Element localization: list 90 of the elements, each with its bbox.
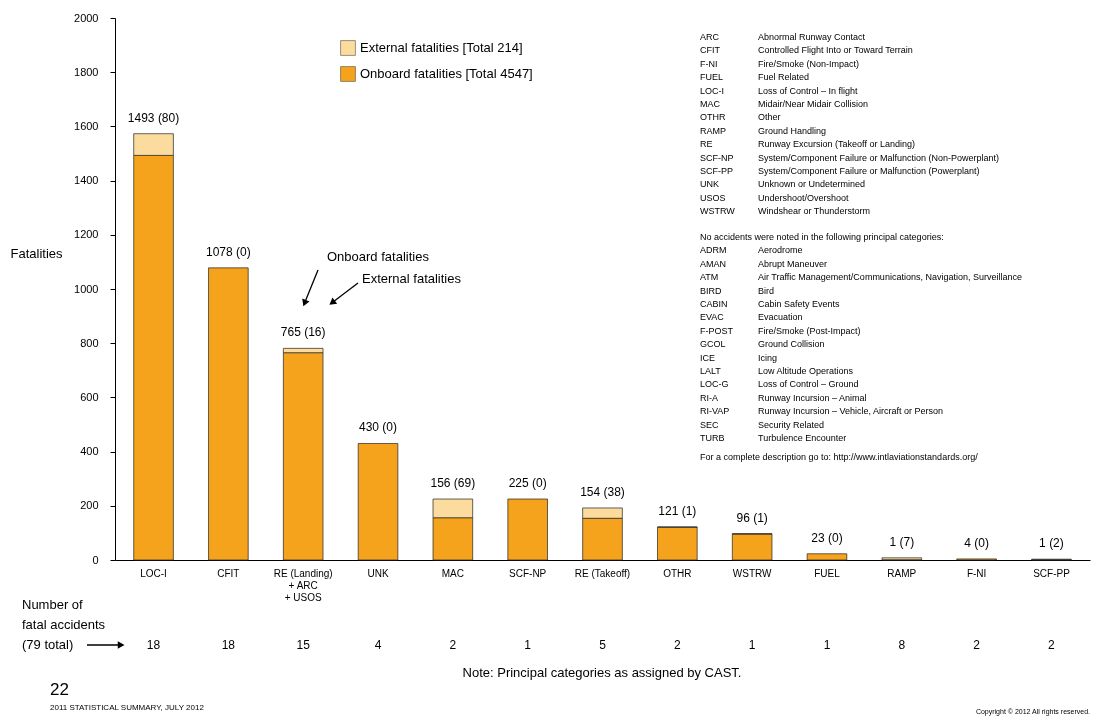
total-label: 430 (0): [359, 420, 398, 435]
text: 18: [146, 638, 161, 652]
text: AMAN Abrupt Maneuver: [700, 258, 828, 269]
total-label: 121 (1): [658, 503, 697, 518]
text: ATM Air Traffic Management/Communications, Navigation, Surveillance: [700, 272, 1022, 283]
text: 22: [50, 680, 69, 699]
total-label: 225 (0): [508, 476, 547, 491]
x-tick-label: OTHR: [663, 567, 692, 579]
text: RI-VAP Runway Incursion – Vehicle, Aircraft or Person: [700, 406, 944, 417]
text: WSTRW Windshear or Thunderstorm: [700, 206, 870, 217]
text: EVAC Evacuation: [700, 312, 803, 323]
text: TURB Turbulence Encounter: [700, 433, 847, 443]
annotation: External fatalities: [362, 271, 462, 286]
text: 15: [296, 638, 311, 652]
total-label: 154 (38): [580, 484, 625, 499]
x-tick-label: FUEL: [814, 567, 841, 579]
text: 2: [449, 638, 457, 652]
text: 2: [1048, 638, 1056, 652]
x-tick-label: MAC: [441, 567, 464, 579]
text: 5: [599, 638, 607, 652]
y-tick-label: 600: [80, 390, 99, 403]
text: LOC-I Loss of Control – In flight: [700, 85, 858, 96]
text: 18: [221, 638, 236, 652]
x-tick-label: RE (Landing) + ARC + USOS: [273, 567, 333, 603]
text: LOC-G Loss of Control – Ground: [700, 379, 859, 390]
text: UNK Unknown or Undetermined: [700, 179, 866, 190]
text: F-POST Fire/Smoke (Post-Impact): [700, 325, 861, 336]
x-tick-label: SCF-PP: [1033, 567, 1071, 579]
text: RE Runway Excursion (Takeoff or Landing): [700, 139, 915, 150]
legend-label: Onboard fatalities [Total 4547]: [360, 66, 533, 81]
y-tick-label: 200: [80, 499, 99, 512]
total-label: 156 (69): [430, 476, 476, 491]
text: 4: [374, 638, 382, 652]
text: 1: [823, 638, 831, 652]
text: BIRD Bird: [700, 285, 775, 296]
text: 2011 STATISTICAL SUMMARY, JULY 2012: [50, 703, 205, 712]
text: 2: [973, 638, 981, 652]
text: CFIT Controlled Flight Into or Toward Terrain: [700, 45, 913, 56]
y-tick-label: 0: [92, 553, 99, 566]
y-tick-label: 800: [80, 336, 99, 349]
text: SCF-PP System/Component Failure or Malfunction (Powerplant): [700, 166, 980, 176]
x-tick-label: SCF-NP: [509, 567, 547, 579]
total-label: 4 (0): [964, 535, 989, 550]
total-label: 23 (0): [811, 530, 843, 545]
y-tick-label: 1800: [74, 65, 99, 78]
total-label: 1078 (0): [206, 244, 251, 259]
legend-label: External fatalities [Total 214]: [360, 40, 523, 55]
x-tick-label: RE (Takeoff): [574, 567, 631, 579]
text: SCF-NP System/Component Failure or Malfunction (Non-Powerplant): [700, 152, 1000, 163]
text: 1: [748, 638, 756, 652]
text: 2: [673, 638, 681, 652]
x-tick-label: CFIT: [217, 567, 240, 579]
total-label: 1 (2): [1039, 536, 1064, 551]
text: 1: [524, 638, 532, 652]
y-tick-label: 1400: [74, 174, 99, 187]
text: LALT Low Altitude Operations: [700, 366, 854, 376]
total-label: 1493 (80): [127, 110, 180, 125]
text: F-NI Fire/Smoke (Non-Impact): [700, 58, 860, 69]
text: Note: Principal categories as assigned by CAST.: [462, 665, 742, 680]
annotation: For a complete description go to: http://www.intlaviationstandards.org/: [700, 452, 979, 462]
total-label: 96 (1): [736, 510, 768, 525]
y-tick-label: 2000: [74, 11, 99, 24]
x-tick-label: WSTRW: [732, 567, 773, 579]
total-label: 765 (16): [280, 325, 326, 340]
annotation: No accidents were noted in the following principal categories:: [700, 232, 944, 242]
text: GCOL Ground Collision: [700, 339, 825, 350]
text: CABIN Cabin Safety Events: [700, 299, 840, 309]
x-tick-label: RAMP: [887, 567, 917, 579]
text: USOS Undershoot/Overshoot: [700, 192, 849, 203]
y-tick-label: 1200: [74, 228, 99, 241]
x-tick-label: UNK: [367, 567, 389, 579]
text: 8: [898, 638, 906, 652]
text: RAMP Ground Handling: [700, 125, 827, 136]
x-tick-label: LOC-I: [140, 567, 167, 579]
text: ICE Icing: [700, 352, 778, 363]
total-label: 1 (7): [889, 534, 915, 549]
x-tick-label: F-NI: [966, 567, 987, 579]
text: Number of fatal accidents (79 total): [22, 597, 106, 652]
y-axis-title: Fatalities: [10, 245, 64, 261]
text: OTHR Other: [700, 112, 781, 123]
y-tick-label: 400: [80, 445, 99, 458]
text: ARC Abnormal Runway Contact: [700, 32, 866, 42]
text: MAC Midair/Near Midair Collision: [700, 99, 869, 109]
y-tick-label: 1000: [74, 282, 99, 295]
text: ADRM Aerodrome: [700, 245, 803, 256]
annotation: Onboard fatalities: [327, 249, 430, 264]
y-tick-label: 1600: [74, 119, 99, 132]
text: SEC Security Related: [700, 419, 825, 430]
text: RI-A Runway Incursion – Animal: [700, 392, 867, 403]
text: FUEL Fuel Related: [700, 72, 810, 83]
